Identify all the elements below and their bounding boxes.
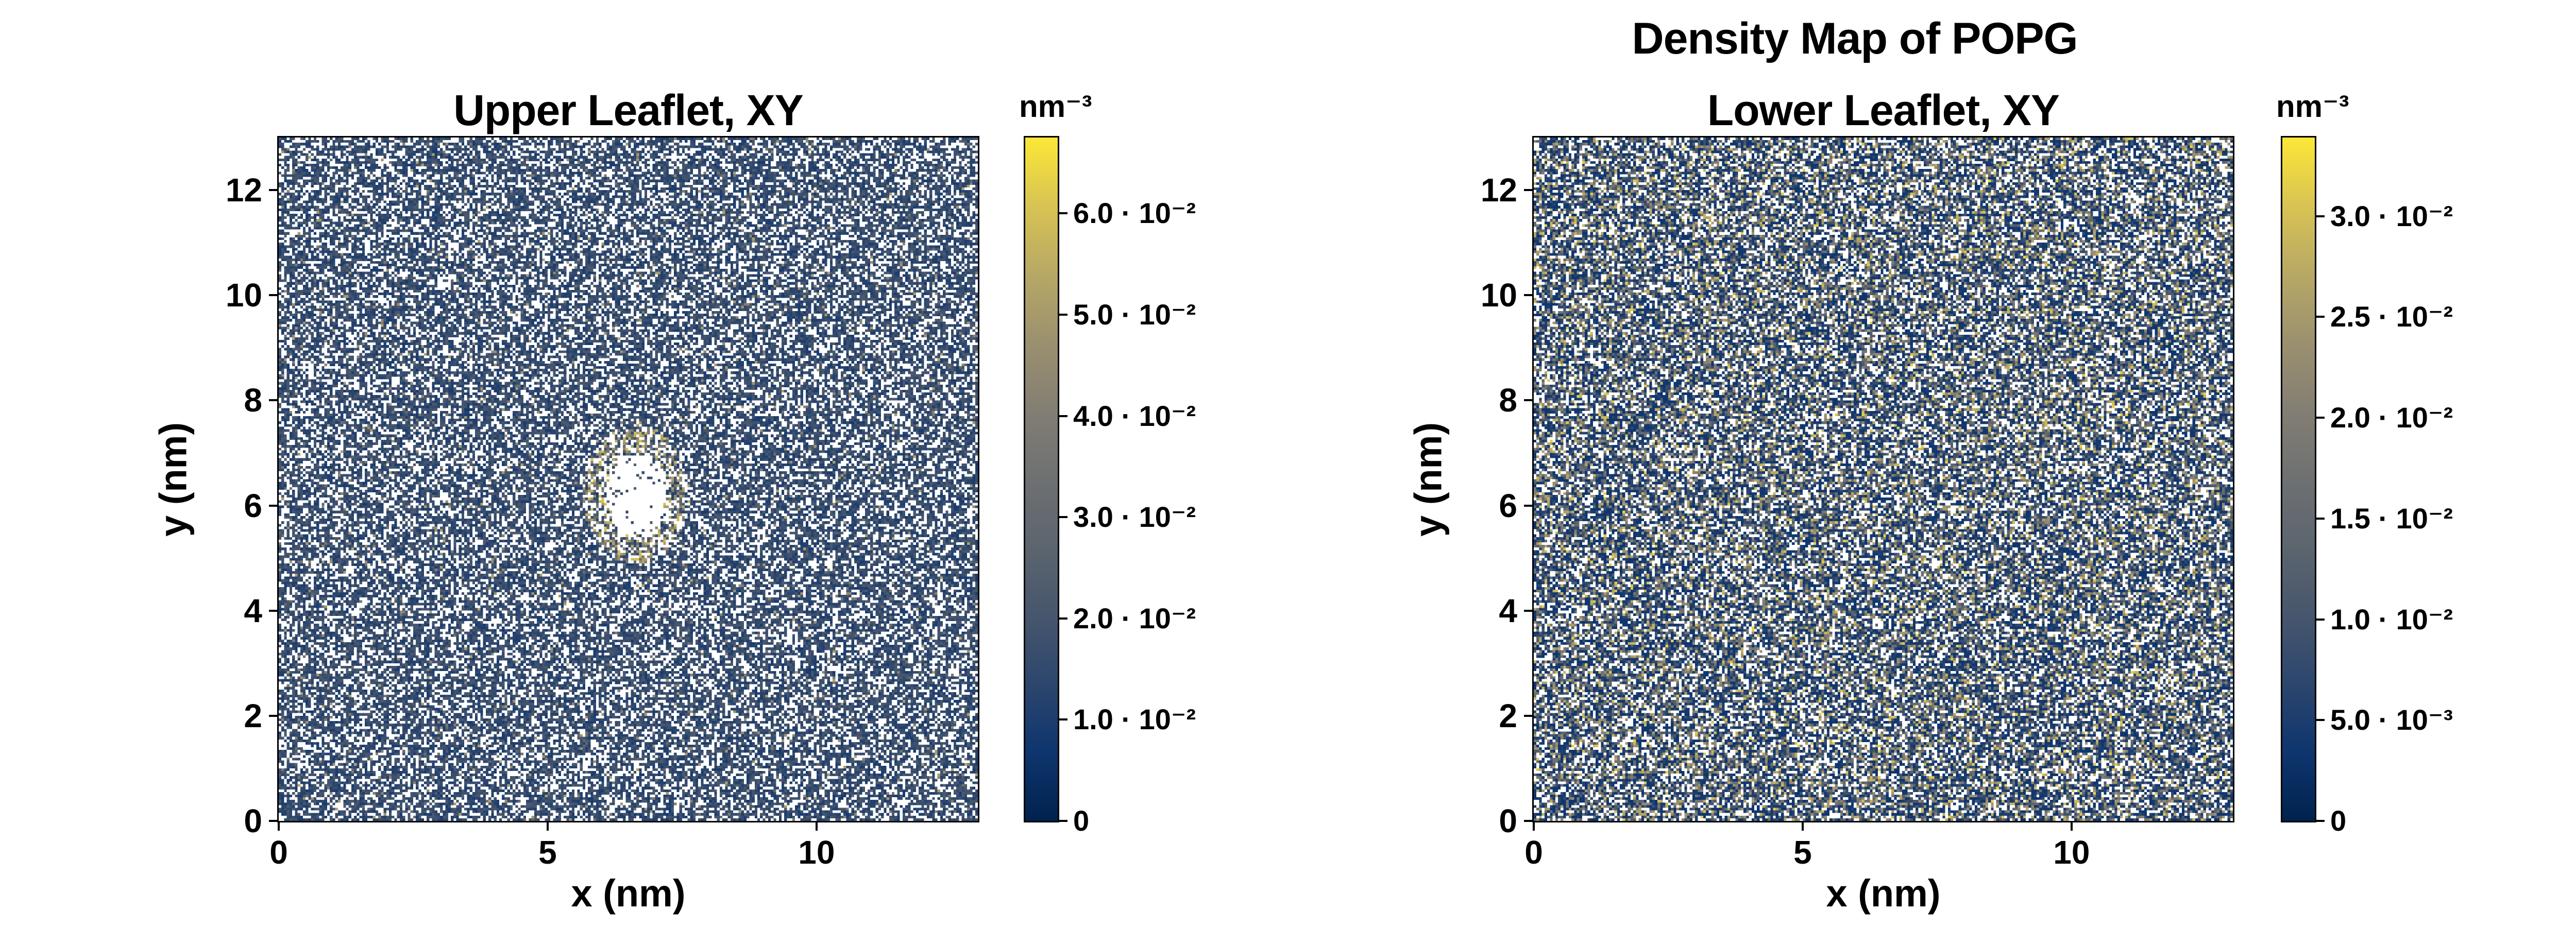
x-tick-label: 10: [798, 834, 835, 871]
x-axis-label: x (nm): [571, 872, 686, 915]
colorbar: [2281, 136, 2316, 822]
colorbar-tick-mark: [1059, 516, 1067, 519]
y-axis-label: y (nm): [1406, 422, 1450, 537]
colorbar-tick-mark: [1059, 415, 1067, 417]
x-tick-label: 5: [1793, 834, 1812, 871]
colorbar-tick-label: 5.0 · 10⁻²: [1073, 298, 1196, 331]
y-tick-label: 10: [225, 277, 262, 314]
colorbar-tick-label: 3.0 · 10⁻²: [2330, 199, 2453, 232]
x-tick-label: 10: [2053, 834, 2090, 871]
colorbar: [1024, 136, 1059, 822]
colorbar-tick-label: 1.0 · 10⁻²: [1073, 703, 1196, 736]
y-tick-mark: [269, 820, 277, 822]
colorbar-unit-label: nm⁻³: [1019, 89, 1092, 124]
y-tick-label: 8: [1499, 382, 1517, 419]
x-tick-label: 5: [538, 834, 557, 871]
colorbar-tick-mark: [1059, 212, 1067, 215]
y-tick-mark: [1524, 714, 1532, 717]
y-tick-label: 6: [244, 487, 262, 524]
colorbar-tick-label: 6.0 · 10⁻²: [1073, 197, 1196, 230]
colorbar-tick-mark: [1059, 314, 1067, 316]
x-tick-mark: [1801, 822, 1804, 831]
y-tick-label: 8: [244, 382, 262, 419]
colorbar-tick-label: 2.0 · 10⁻²: [2330, 401, 2453, 434]
colorbar-tick-mark: [2316, 417, 2325, 419]
x-tick-mark: [815, 822, 818, 831]
colorbar-tick-mark: [2316, 719, 2325, 722]
y-axis-label: y (nm): [151, 422, 195, 537]
colorbar-tick-label: 0: [2330, 804, 2347, 837]
colorbar-tick-mark: [1059, 617, 1067, 620]
y-tick-mark: [1524, 294, 1532, 297]
colorbar-tick-label: 2.5 · 10⁻²: [2330, 300, 2453, 333]
x-tick-mark: [1533, 822, 1535, 831]
y-tick-label: 4: [1499, 592, 1517, 629]
colorbar-tick-mark: [2316, 618, 2325, 621]
colorbar-tick-mark: [2316, 316, 2325, 318]
y-tick-mark: [1524, 609, 1532, 612]
y-tick-label: 0: [1499, 802, 1517, 839]
colorbar-tick-mark: [2316, 517, 2325, 520]
lower-leaflet-heatmap-canvas: [1532, 136, 2234, 822]
colorbar-tick-mark: [1059, 820, 1067, 822]
y-tick-mark: [1524, 189, 1532, 192]
colorbar-tick-label: 5.0 · 10⁻³: [2330, 703, 2453, 736]
y-tick-label: 2: [244, 697, 262, 734]
colorbar-tick-label: 2.0 · 10⁻²: [1073, 602, 1196, 634]
y-tick-mark: [269, 609, 277, 612]
y-tick-label: 12: [225, 171, 262, 209]
y-tick-label: 12: [1480, 171, 1517, 209]
y-tick-label: 4: [244, 592, 262, 629]
y-tick-mark: [269, 399, 277, 402]
y-tick-label: 6: [1499, 487, 1517, 524]
y-tick-label: 10: [1480, 277, 1517, 314]
y-tick-mark: [269, 504, 277, 507]
y-tick-mark: [1524, 504, 1532, 507]
colorbar-unit-label: nm⁻³: [2276, 89, 2349, 124]
y-tick-label: 0: [244, 802, 262, 839]
panel-title: Lower Leaflet, XY: [1707, 86, 2060, 134]
y-tick-mark: [1524, 399, 1532, 402]
colorbar-tick-label: 4.0 · 10⁻²: [1073, 399, 1196, 432]
colorbar-tick-mark: [2316, 215, 2325, 217]
upper-leaflet-heatmap-canvas: [277, 136, 979, 822]
x-tick-mark: [278, 822, 280, 831]
colorbar-tick-label: 0: [1073, 804, 1090, 837]
colorbar-tick-label: 3.0 · 10⁻²: [1073, 501, 1196, 534]
x-axis-label: x (nm): [1826, 872, 1941, 915]
panel-title: Upper Leaflet, XY: [453, 86, 804, 134]
x-tick-label: 0: [269, 834, 288, 871]
colorbar-tick-label: 1.5 · 10⁻²: [2330, 502, 2453, 535]
x-tick-label: 0: [1524, 834, 1543, 871]
colorbar-tick-mark: [2316, 820, 2325, 822]
y-tick-mark: [269, 294, 277, 297]
colorbar-tick-label: 1.0 · 10⁻²: [2330, 603, 2453, 636]
x-tick-mark: [546, 822, 549, 831]
y-tick-mark: [269, 189, 277, 192]
y-tick-label: 2: [1499, 697, 1517, 734]
figure-title: Density Map of POPG: [1632, 14, 2078, 63]
x-tick-mark: [2070, 822, 2073, 831]
colorbar-tick-mark: [1059, 718, 1067, 721]
y-tick-mark: [1524, 820, 1532, 822]
y-tick-mark: [269, 714, 277, 717]
